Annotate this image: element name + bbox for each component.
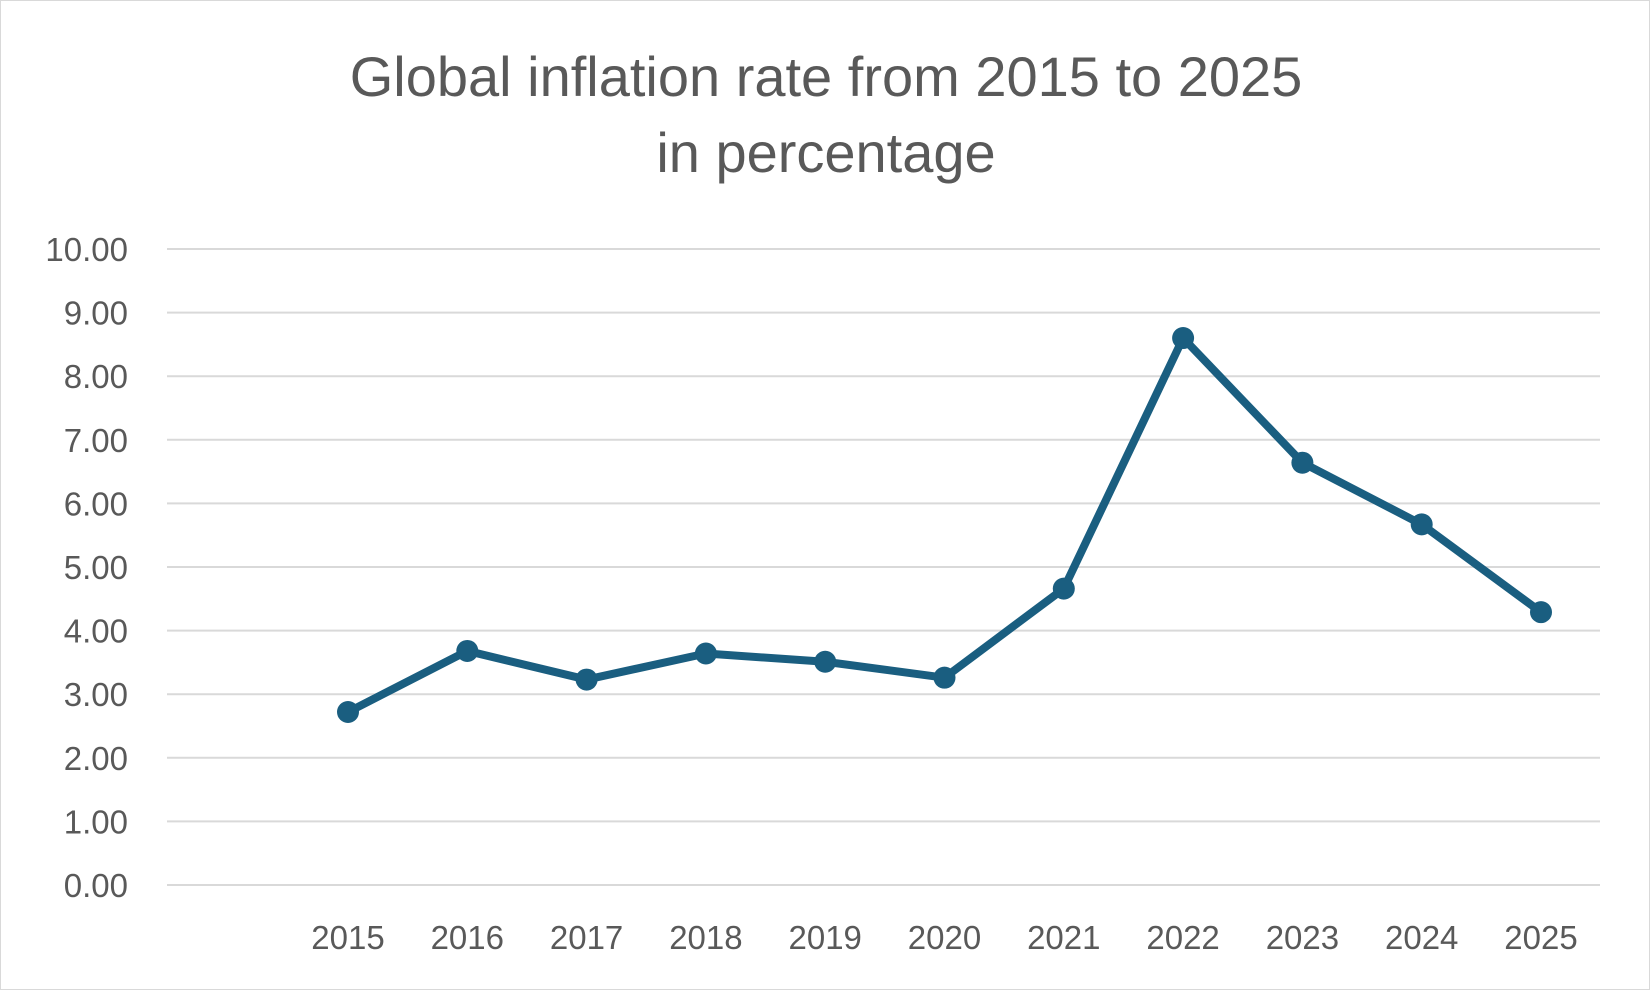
x-tick-label: 2024 xyxy=(1385,919,1458,956)
gridlines xyxy=(167,248,1600,886)
x-axis-tick-labels: 2015 2016 2017 2018 2019 2020 2021 2022 2023 2024… xyxy=(311,919,1577,956)
x-tick-label: 2016 xyxy=(431,919,504,956)
y-tick-label: 3.00 xyxy=(64,676,128,713)
data-point-marker xyxy=(575,668,598,691)
y-tick-label: 0.00 xyxy=(64,867,128,904)
x-tick-label: 2022 xyxy=(1146,919,1219,956)
y-tick-label: 1.00 xyxy=(64,803,128,840)
chart-title: Global inflation rate from 2015 to 2025 … xyxy=(1,39,1651,191)
x-tick-label: 2018 xyxy=(669,919,742,956)
data-point-marker xyxy=(1052,577,1075,600)
data-point-marker xyxy=(694,642,717,665)
y-tick-label: 2.00 xyxy=(64,740,128,777)
y-tick-label: 7.00 xyxy=(64,422,128,459)
chart-title-line-2: in percentage xyxy=(656,121,996,184)
data-point-marker xyxy=(456,639,479,662)
data-point-marker xyxy=(933,666,956,689)
x-tick-label: 2025 xyxy=(1504,919,1577,956)
y-tick-label: 6.00 xyxy=(64,485,128,522)
data-point-marker xyxy=(1410,513,1433,536)
y-tick-label: 8.00 xyxy=(64,358,128,395)
y-tick-label: 4.00 xyxy=(64,613,128,650)
x-tick-label: 2015 xyxy=(311,919,384,956)
data-point-marker xyxy=(814,650,837,673)
x-tick-label: 2021 xyxy=(1027,919,1100,956)
y-tick-label: 9.00 xyxy=(64,295,128,332)
series-line xyxy=(344,334,1545,717)
data-point-marker xyxy=(337,701,359,724)
y-axis-tick-labels: 0.00 1.00 2.00 3.00 4.00 5.00 6.00 7.00 8.00 9.00… xyxy=(45,231,128,904)
y-tick-label: 10.00 xyxy=(45,231,128,268)
y-tick-label: 5.00 xyxy=(64,549,128,586)
x-tick-label: 2020 xyxy=(908,919,981,956)
x-tick-label: 2019 xyxy=(788,919,861,956)
chart-title-line-1: Global inflation rate from 2015 to 2025 xyxy=(349,45,1303,108)
data-point-marker xyxy=(1172,327,1195,350)
x-tick-label: 2017 xyxy=(550,919,623,956)
data-point-marker xyxy=(1291,451,1314,474)
data-point-marker xyxy=(1530,601,1552,624)
x-tick-label: 2023 xyxy=(1266,919,1339,956)
data-series xyxy=(337,327,1552,724)
